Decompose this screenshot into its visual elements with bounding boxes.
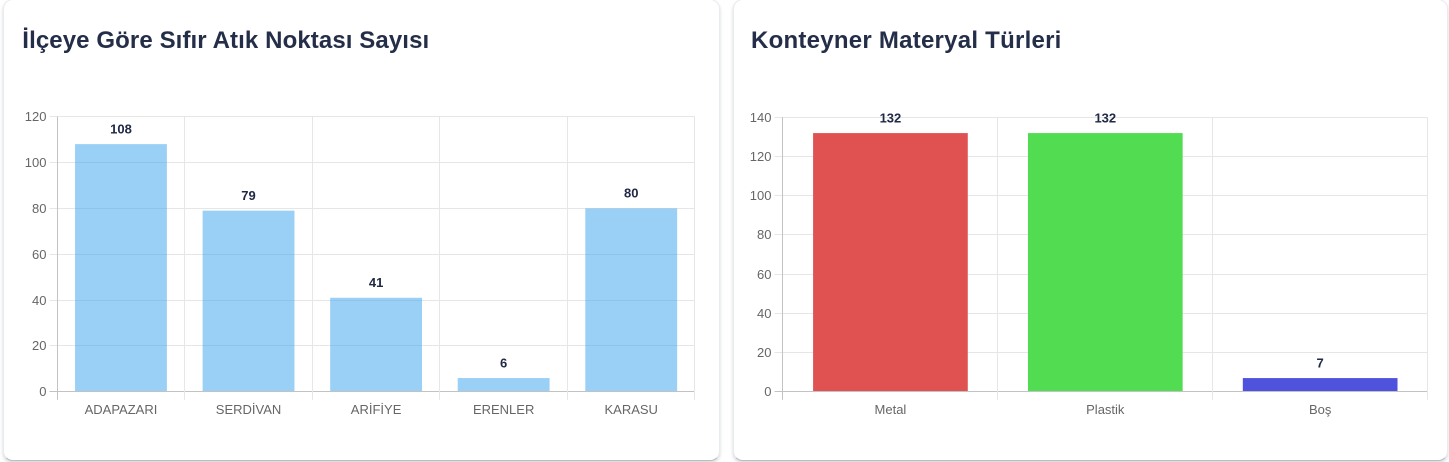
svg-text:20: 20 <box>757 345 771 360</box>
svg-text:100: 100 <box>750 188 772 203</box>
svg-text:6: 6 <box>500 355 507 370</box>
svg-text:Boş: Boş <box>1309 402 1332 417</box>
svg-text:ARİFİYE: ARİFİYE <box>351 402 402 417</box>
svg-text:132: 132 <box>1094 110 1116 125</box>
svg-text:60: 60 <box>32 247 46 262</box>
svg-text:0: 0 <box>39 384 46 399</box>
svg-text:0: 0 <box>764 384 771 399</box>
svg-text:79: 79 <box>241 188 255 203</box>
svg-text:KARASU: KARASU <box>604 402 657 417</box>
svg-text:ADAPAZARI: ADAPAZARI <box>85 402 158 417</box>
svg-text:120: 120 <box>25 109 47 124</box>
svg-text:SERDİVAN: SERDİVAN <box>216 402 282 417</box>
svg-text:100: 100 <box>25 155 47 170</box>
svg-text:40: 40 <box>32 293 46 308</box>
svg-text:80: 80 <box>624 186 638 201</box>
svg-text:80: 80 <box>757 227 771 242</box>
svg-text:108: 108 <box>110 121 132 136</box>
svg-text:Konteyner Materyal Türleri: Konteyner Materyal Türleri <box>751 27 1062 54</box>
svg-text:140: 140 <box>750 110 772 125</box>
svg-text:80: 80 <box>32 201 46 216</box>
svg-text:132: 132 <box>880 110 902 125</box>
svg-text:ERENLER: ERENLER <box>473 402 534 417</box>
svg-text:İlçeye Göre Sıfır Atık Noktası: İlçeye Göre Sıfır Atık Noktası Sayısı <box>22 27 429 54</box>
svg-text:Plastik: Plastik <box>1086 402 1125 417</box>
svg-text:7: 7 <box>1317 355 1324 370</box>
svg-text:41: 41 <box>369 275 383 290</box>
svg-text:120: 120 <box>750 149 772 164</box>
svg-text:60: 60 <box>757 267 771 282</box>
svg-text:Metal: Metal <box>875 402 907 417</box>
svg-text:40: 40 <box>757 306 771 321</box>
svg-text:20: 20 <box>32 338 46 353</box>
